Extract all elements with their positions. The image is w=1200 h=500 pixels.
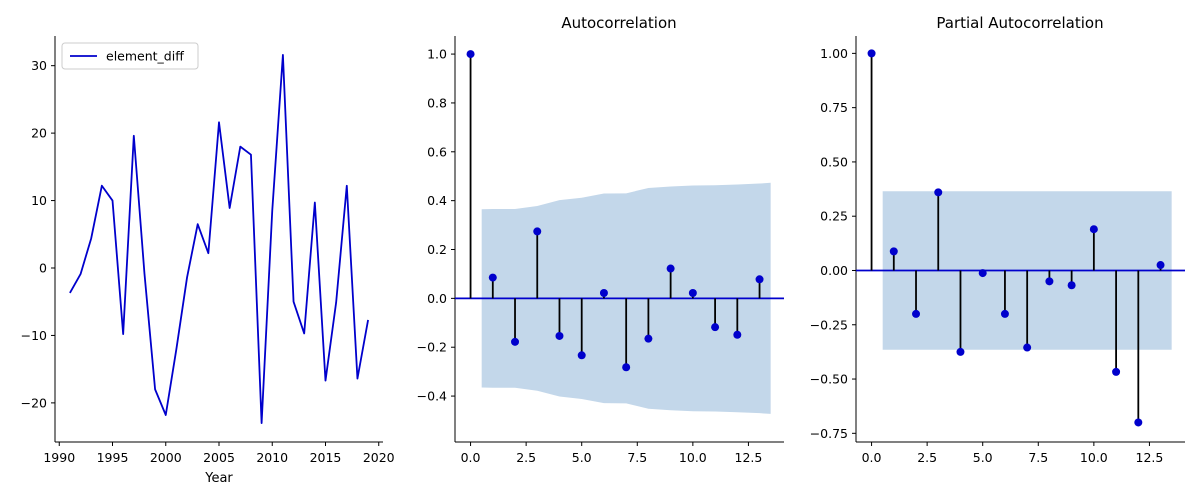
y-tick-label-0-25: 0.25 [820,209,848,224]
x-tick-label-10-0: 10.0 [1080,450,1108,465]
x-tick-label-0-0: 0.0 [862,450,882,465]
stem-marker-lag-2 [511,337,520,346]
legend-label-element-diff: element_diff [106,49,184,64]
stem-marker-lag-10 [688,288,697,297]
y-tick-label-20: −20 [21,395,47,410]
stem-marker-lag-13 [755,275,764,284]
y-tick-label-0-0: 0.0 [427,291,447,306]
x-tick-label-12-5: 12.5 [1136,450,1164,465]
stem-marker-lag-7 [622,363,631,372]
y-tick-label-0-25: −0.25 [810,317,848,332]
chart-title: Autocorrelation [561,14,676,32]
legend: element_diff [61,42,199,70]
partial-autocorrelation-chart: Partial Autocorrelation 0.0 2.5 5.0 7.5 10.0… [810,14,1185,465]
y-tick-label-0-2: −0.2 [417,340,447,355]
y-tick-label-0-4: 0.4 [427,193,447,208]
stem-marker-lag-11 [711,323,720,332]
x-tick-label-10-0: 10.0 [679,450,707,465]
stem-marker-lag-3 [934,188,943,197]
stem-marker-lag-9 [666,264,675,273]
x-tick-label-1990: 1990 [43,450,75,465]
stem-marker-lag-11 [1112,367,1121,376]
element-diff-line-chart: Year 1990 1995 2000 2005 2010 2015 2020−20−100… [21,36,395,486]
stem-marker-lag-8 [644,334,653,343]
x-tick-label-2015: 2015 [310,450,342,465]
y-tick-label-10: −10 [21,328,47,343]
stem-marker-lag-10 [1089,225,1098,234]
stem-marker-lag-6 [1000,309,1009,318]
y-tick-label-1-00: 1.00 [820,46,848,61]
x-tick-label-2000: 2000 [150,450,182,465]
stem-marker-lag-2 [912,309,921,318]
x-tick-label-2005: 2005 [203,450,235,465]
x-axis-label: Year [204,471,233,486]
stem-marker-lag-5 [978,269,987,278]
stem-marker-lag-5 [577,351,586,360]
stem-marker-lag-9 [1067,281,1076,290]
y-tick-label-0-75: 0.75 [820,100,848,115]
y-tick-label-0-6: 0.6 [427,144,447,159]
x-tick-label-5-0: 5.0 [572,450,592,465]
y-tick-label-0: 0 [39,261,47,276]
x-tick-label-2-5: 2.5 [917,450,937,465]
stem-marker-lag-13 [1156,261,1165,270]
stem-marker-lag-12 [1134,418,1143,427]
stem-marker-lag-7 [1023,343,1032,352]
stem-marker-lag-1 [488,273,497,282]
stem-marker-lag-1 [889,247,898,256]
stem-marker-lag-0 [867,49,876,58]
y-tick-label-0-4: −0.4 [417,389,447,404]
y-tick-label-0-50: 0.50 [820,154,848,169]
x-tick-label-1995: 1995 [97,450,129,465]
x-tick-label-5-0: 5.0 [973,450,993,465]
stem-marker-lag-3 [533,227,542,236]
stem-marker-lag-6 [599,288,608,297]
x-tick-label-0-0: 0.0 [461,450,481,465]
stem-marker-lag-8 [1045,277,1054,286]
y-tick-label-1-0: 1.0 [427,47,447,62]
y-tick-label-0-00: 0.00 [820,263,848,278]
x-tick-label-7-5: 7.5 [627,450,647,465]
x-tick-label-2020: 2020 [363,450,395,465]
stem-marker-lag-4 [555,331,564,340]
y-tick-label-0-50: −0.50 [810,372,848,387]
x-tick-label-2-5: 2.5 [516,450,536,465]
y-tick-label-30: 30 [31,58,47,73]
stem-marker-lag-12 [733,330,742,339]
series-line-element-diff [69,53,369,425]
y-tick-label-10: 10 [31,193,47,208]
legend-box [61,42,199,70]
chart-title: Partial Autocorrelation [936,14,1103,32]
x-tick-label-7-5: 7.5 [1028,450,1048,465]
x-tick-label-12-5: 12.5 [735,450,763,465]
stem-marker-lag-4 [956,347,965,356]
x-tick-label-2010: 2010 [256,450,288,465]
y-tick-label-0-2: 0.2 [427,242,447,257]
stem-marker-lag-0 [466,50,475,59]
y-tick-label-0-75: −0.75 [810,426,848,441]
autocorrelation-chart: Autocorrelation 0.0 2.5 5.0 7.5 10.0 12.5 −0.4… [417,14,784,465]
y-tick-label-0-8: 0.8 [427,95,447,110]
y-tick-label-20: 20 [31,126,47,141]
